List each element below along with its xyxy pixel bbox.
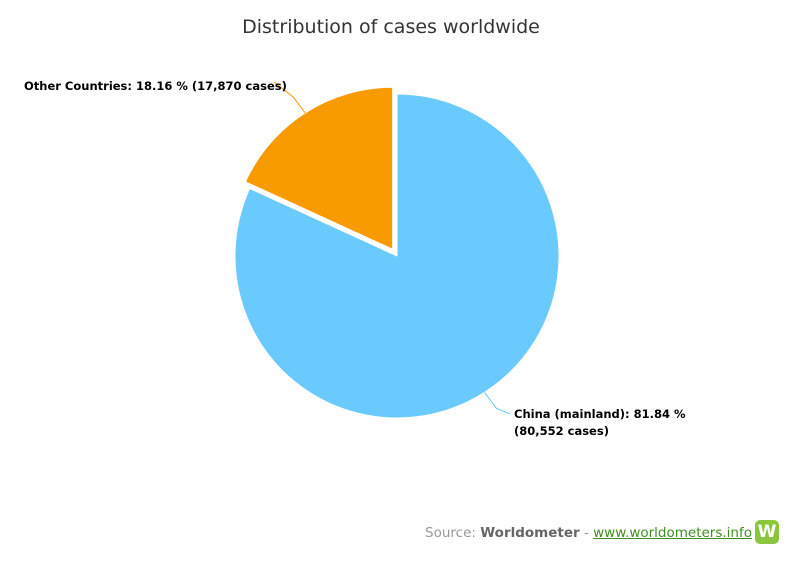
data-label-other-countries: Other Countries: 18.16 % (17,870 cases) [24,79,287,93]
label-connector-other-countries [273,81,306,114]
source-separator: - [579,525,594,541]
source-link[interactable]: www.worldometers.info [593,525,752,541]
worldometer-logo-icon[interactable]: W [755,520,779,544]
source-brand: Worldometer [480,525,580,541]
source-credit: Source: Worldometer - www.worldometers.i… [425,525,752,541]
data-label-china-mainland: China (mainland): 81.84 % (80,552 cases) [514,407,690,438]
label-connector-china-mainland [484,392,511,415]
source-prefix: Source: [425,525,481,541]
pie-slice-china-mainland[interactable] [234,93,560,419]
chart-title: Distribution of cases worldwide [242,16,540,38]
